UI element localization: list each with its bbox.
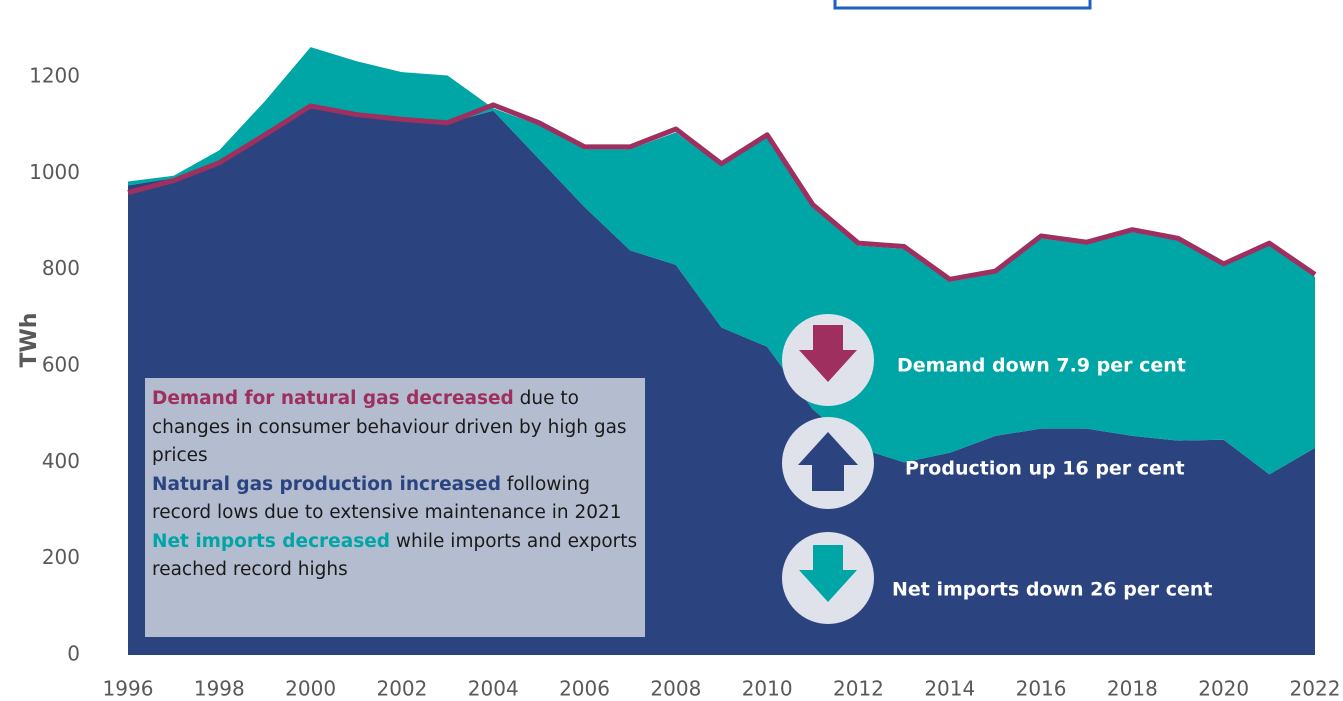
callout-arrow xyxy=(798,432,858,491)
y-tick-label: 0 xyxy=(67,642,80,666)
x-tick-label: 2000 xyxy=(285,677,336,701)
title-fragment xyxy=(833,0,1092,10)
demand-line xyxy=(127,102,1317,282)
x-tick-label: 2014 xyxy=(924,677,975,701)
annotation-text: while imports and exports reached record… xyxy=(152,530,644,581)
x-tick-label: 2002 xyxy=(376,677,427,701)
annotation-paragraph: Natural gas production increased followi… xyxy=(152,471,638,528)
annotation-highlight: Demand for natural gas decreased xyxy=(152,388,514,409)
y-tick-label: 1200 xyxy=(29,64,80,88)
x-tick-label: 2010 xyxy=(742,677,793,701)
x-tick-label: 1998 xyxy=(194,677,245,701)
callout-arrow xyxy=(799,545,857,602)
callout-text: Demand down 7.9 per cent xyxy=(897,355,1186,377)
x-tick-label: 2008 xyxy=(650,677,701,701)
area xyxy=(128,47,1315,475)
x-tick-label: 2020 xyxy=(1198,677,1249,701)
annotation-highlight: Natural gas production increased xyxy=(152,473,501,495)
y-tick-label: 1000 xyxy=(29,160,80,184)
x-tick-label: 1996 xyxy=(103,677,154,701)
y-tick-label: 200 xyxy=(42,545,80,569)
callout-arrow xyxy=(799,325,857,382)
y-tick-label: 400 xyxy=(42,449,80,473)
x-tick-label: 2016 xyxy=(1016,677,1067,701)
annotation-text: following record lows due to extensive m… xyxy=(152,473,622,524)
x-tick-label: 2012 xyxy=(833,677,884,701)
x-tick-label: 2004 xyxy=(468,677,519,701)
annotation-text: due to changes in consumer behaviour dri… xyxy=(152,388,633,466)
x-tick-label: 2018 xyxy=(1107,677,1158,701)
y-axis-label: TWh xyxy=(17,313,42,368)
x-tick-label: 2022 xyxy=(1290,677,1341,701)
annotation-box: Demand for natural gas decreased due to … xyxy=(145,378,645,637)
callout-text: Production up 16 per cent xyxy=(905,458,1185,480)
callout-text: Net imports down 26 per cent xyxy=(892,579,1212,601)
x-tick-label: 2006 xyxy=(559,677,610,701)
annotation-highlight: Net imports decreased xyxy=(152,530,391,552)
annotation-paragraph: Net imports decreased while imports and … xyxy=(152,528,638,585)
y-tick-label: 800 xyxy=(42,256,80,280)
y-tick-label: 600 xyxy=(42,353,80,377)
annotation-paragraph: Demand for natural gas decreased due to … xyxy=(152,385,638,471)
